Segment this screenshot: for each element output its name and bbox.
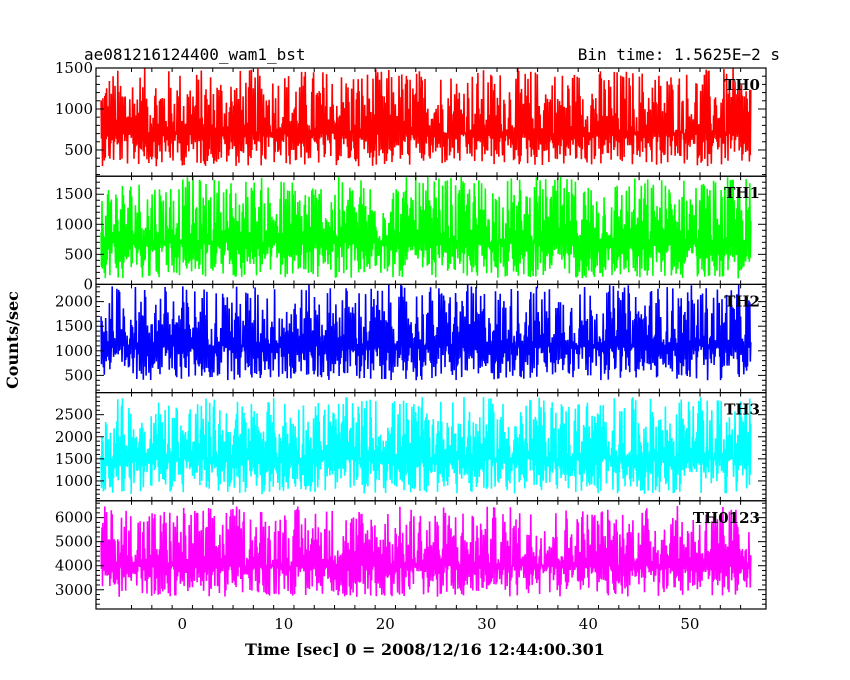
- y-tick-label: 1000: [55, 100, 93, 118]
- y-tick-label: 3000: [55, 581, 93, 599]
- panel-th0123: 3000 4000 5000 6000 TH0123: [55, 500, 767, 610]
- panel-label: TH2: [724, 292, 760, 310]
- trace-th1: [100, 176, 752, 279]
- bin-time-label: Bin time: 1.5625E−2 s: [578, 45, 780, 64]
- trace-th2: [100, 284, 752, 381]
- y-tick-label: 500: [64, 366, 93, 384]
- x-axis: 0 10 20 30 40 50: [178, 615, 700, 633]
- y-tick-label: 2500: [55, 406, 93, 424]
- y-tick-label: 1500: [55, 450, 93, 468]
- panel-frame: [95, 500, 767, 610]
- panel-th1: 0 500 1000 1500 TH1: [55, 175, 767, 293]
- panel-label: TH1: [724, 184, 760, 202]
- trace-th3: [100, 397, 752, 495]
- y-tick-label: 1500: [55, 317, 93, 335]
- y-tick-label: 2000: [55, 428, 93, 446]
- y-tick-label: 1500: [55, 59, 93, 77]
- y-tick-label: 5000: [55, 533, 93, 551]
- y-axis-label: Counts/sec: [3, 291, 22, 389]
- x-tick-label: 40: [579, 615, 598, 633]
- x-tick-label: 0: [178, 615, 188, 633]
- y-tick-label: 500: [64, 141, 93, 159]
- x-tick-label: 30: [477, 615, 496, 633]
- panel-th0: 500 1000 1500 TH0: [55, 59, 767, 177]
- y-tick-label: 1000: [55, 342, 93, 360]
- y-tick-label: 500: [64, 245, 93, 263]
- y-tick-label: 4000: [55, 557, 93, 575]
- trace-th0123: [100, 505, 752, 597]
- x-tick-label: 20: [376, 615, 395, 633]
- x-tick-label: 50: [680, 615, 699, 633]
- panels-group: 500 1000 1500 TH0 0 500 1000 1500 TH1 500 1000 1500…: [55, 59, 767, 610]
- panel-th3: 1000 1500 2000 2500 TH3: [55, 392, 767, 502]
- y-tick-label: 2000: [55, 293, 93, 311]
- chart-title: ae081216124400_wam1_bst: [84, 45, 306, 64]
- y-tick-label: 1000: [55, 472, 93, 490]
- y-tick-label: 1000: [55, 215, 93, 233]
- panel-label: TH3: [724, 401, 760, 419]
- y-tick-label: 0: [83, 275, 93, 293]
- y-tick-label: 6000: [55, 509, 93, 527]
- x-tick-label: 10: [274, 615, 293, 633]
- panel-label: TH0123: [693, 509, 760, 527]
- trace-th0: [100, 68, 752, 167]
- panel-th2: 500 1000 1500 2000 TH2: [55, 283, 767, 394]
- panel-label: TH0: [724, 76, 760, 94]
- x-axis-label: Time [sec] 0 = 2008/12/16 12:44:00.301: [245, 640, 605, 659]
- y-tick-label: 1500: [55, 185, 93, 203]
